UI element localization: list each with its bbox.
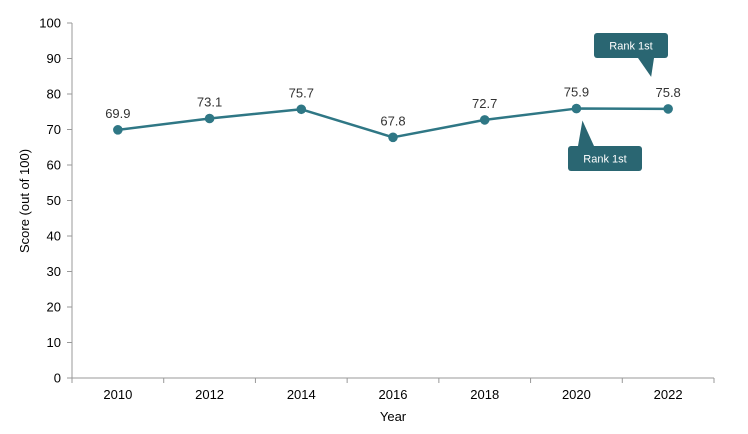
- y-tick-label: 20: [47, 300, 61, 315]
- callouts: Rank 1st Rank 1st: [568, 33, 668, 171]
- y-tick-label: 0: [54, 371, 61, 386]
- callout-pointer: [578, 120, 594, 146]
- y-tick-label: 100: [39, 16, 61, 31]
- data-point: [388, 132, 398, 143]
- callout-box: [594, 33, 668, 58]
- callout-pointer: [638, 58, 654, 77]
- y-tick-label: 80: [47, 87, 61, 102]
- x-tick-label: 2018: [470, 387, 499, 402]
- data-point: [113, 125, 123, 135]
- data-label: 75.9: [564, 85, 589, 100]
- data-label: 73.1: [197, 94, 222, 109]
- x-axis-title: Year: [380, 409, 407, 424]
- data-point: [204, 113, 215, 124]
- y-tick-label: 10: [47, 335, 61, 350]
- x-tick-label: 2012: [195, 387, 224, 402]
- callout-box: [568, 146, 642, 171]
- x-tick-label: 2016: [379, 387, 408, 402]
- callout-label: Rank 1st: [609, 41, 652, 53]
- series: 69.9 73.1 75.7 67.8 72.7 75.9 75.8: [105, 85, 681, 143]
- x-tick-label: 2010: [103, 387, 132, 402]
- data-label: 67.8: [380, 113, 405, 128]
- callout-label: Rank 1st: [583, 154, 626, 166]
- y-tick-label: 40: [47, 229, 61, 244]
- x-tick-label: 2022: [654, 387, 683, 402]
- x-tick-label: 2020: [562, 387, 591, 402]
- y-tick-label: 90: [47, 51, 61, 66]
- data-point: [663, 104, 673, 114]
- data-label: 75.8: [655, 85, 680, 100]
- y-tick-label: 70: [47, 122, 61, 137]
- x-tick-label: 2014: [287, 387, 316, 402]
- y-tick-label: 30: [47, 264, 61, 279]
- y-tick-label: 50: [47, 193, 61, 208]
- data-label: 75.7: [289, 85, 314, 100]
- data-label: 72.7: [472, 96, 497, 111]
- x-axis: 2010 2012 2014 2016 2018 2020 2022: [71, 377, 715, 402]
- data-point: [479, 115, 490, 125]
- data-point: [296, 104, 307, 115]
- rank-callout: Rank 1st: [594, 33, 668, 77]
- data-point: [571, 103, 582, 114]
- y-axis-title: Score (out of 100): [17, 149, 32, 253]
- data-label: 69.9: [105, 106, 130, 121]
- y-tick-label: 60: [47, 158, 61, 173]
- y-axis: 0 10 20 30 40 50 60 70 80 90 100: [39, 16, 73, 386]
- rank-callout: Rank 1st: [568, 120, 642, 171]
